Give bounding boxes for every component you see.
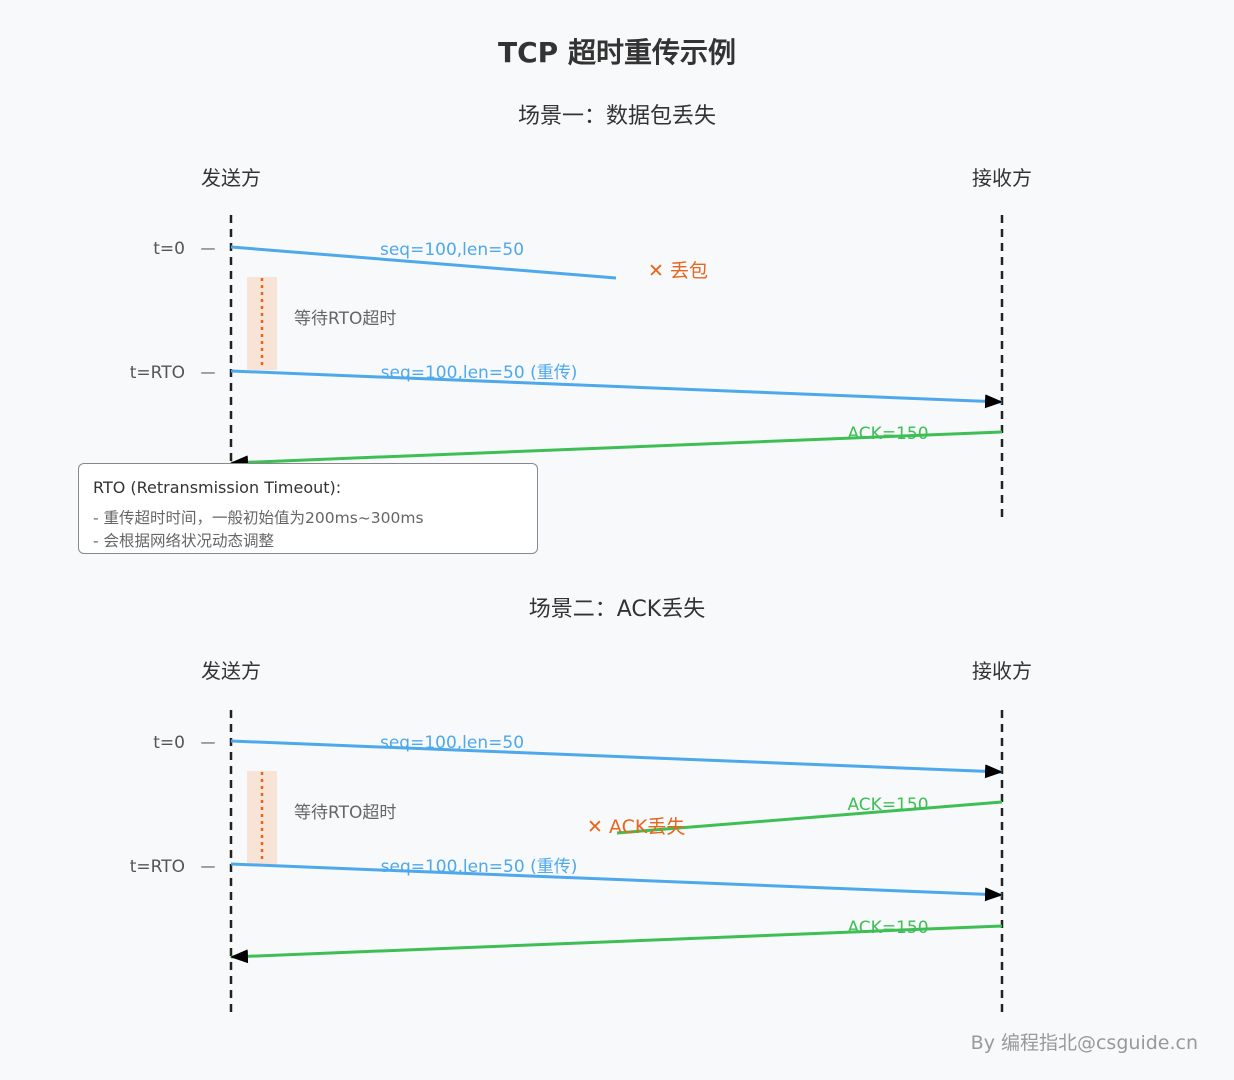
scenario-1-sender-label: 发送方 [201,166,261,190]
footer-credit: By 编程指北@csguide.cn [971,1032,1198,1054]
scenario-1-ack-label: ACK=150 [847,424,928,444]
scenario-1-data-label: seq=100,len=50 [380,240,524,260]
scenario-2-data-label: seq=100,len=50 [380,733,524,753]
scenario-1-title: 场景一：数据包丢失 [518,104,716,129]
scenario-2-receiver-label: 接收方 [972,659,1032,683]
scenario-1-retransmit-arrow [230,369,1003,409]
scenario-1-time-rto: t=RTO [130,363,185,383]
scenario-2-sender-label: 发送方 [201,659,261,683]
rto-note-line-1: - 重传超时时间，一般初始值为200ms~300ms [93,509,424,527]
scenario-2-ack-label-2: ACK=150 [847,918,928,938]
scenario-2-wait-label: 等待RTO超时 [294,803,396,823]
rto-note-line-2: - 会根据网络状况动态调整 [93,532,275,550]
rto-note-title: RTO (Retransmission Timeout): [93,478,342,497]
scenario-1-receiver-label: 接收方 [972,166,1032,190]
rto-note-box: RTO (Retransmission Timeout): - 重传超时时间，一… [78,463,538,554]
scenario-1-data-arrow-lost [230,245,617,280]
scenario-2-ack-label-1: ACK=150 [847,795,928,815]
diagram-title: TCP 超时重传示例 [498,36,736,69]
scenario-2-retransmit-label: seq=100,len=50 (重传) [381,857,578,877]
scenario-1-tick-rto: — [201,363,216,381]
scenario-2: 场景二：ACK丢失 发送方 接收方 t=0 — t=RTO — seq=100,… [130,597,1032,1012]
scenario-1-time-0: t=0 [153,239,185,259]
scenario-1-tick-0: — [201,239,216,257]
scenario-1-wait-label: 等待RTO超时 [294,309,396,329]
scenario-2-ack-arrow [230,924,1003,964]
scenario-2-ack-arrow-lost [616,800,1003,835]
scenario-1-retransmit-label: seq=100,len=50 (重传) [381,363,578,383]
scenario-2-time-rto: t=RTO [130,857,185,877]
scenario-2-retransmit-arrow [230,862,1003,902]
scenario-2-title: 场景二：ACK丢失 [529,597,705,622]
scenario-2-tick-rto: — [201,857,216,875]
scenario-1-ack-arrow [230,430,1003,470]
scenario-2-time-0: t=0 [153,733,185,753]
scenario-1-loss-label: ✕ 丢包 [648,260,708,282]
scenario-2-tick-0: — [201,733,216,751]
scenario-1: 场景一：数据包丢失 发送方 接收方 t=0 — t=RTO — seq=100,… [130,104,1032,518]
scenario-2-loss-label: ✕ ACK丢失 [587,816,685,838]
scenario-2-data-arrow [230,739,1003,779]
